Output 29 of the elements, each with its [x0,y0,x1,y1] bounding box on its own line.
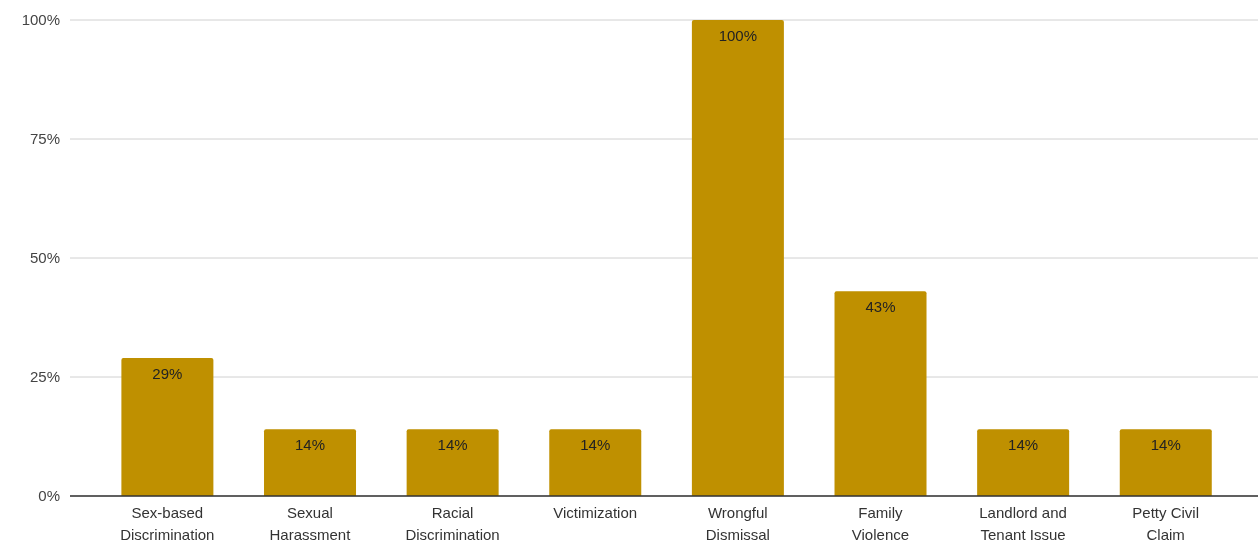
y-tick-label: 50% [29,249,60,267]
bar [549,429,642,496]
data-label: 43% [865,297,896,315]
data-label: 14% [580,436,611,454]
y-tick-label: 25% [29,368,60,386]
y-tick-label: 0% [38,487,60,505]
data-label: 14% [1150,436,1181,454]
x-tick-label: Victimization [553,504,638,522]
bar [834,291,927,496]
data-label: 29% [152,364,183,382]
bar [406,429,499,496]
data-label: 100% [718,26,758,44]
bar [1119,429,1212,496]
bar [977,429,1070,496]
y-tick-label: 75% [29,130,60,148]
data-label: 14% [1008,436,1039,454]
x-tick-label: Landlord and Tenant Issue [979,504,1067,543]
data-label: 14% [295,436,326,454]
y-tick-label: 100% [21,11,60,29]
x-tick-label: Sexual Harassment [269,504,352,543]
bar [121,357,214,496]
x-tick-label: Family Violence [851,504,910,543]
data-label: 14% [437,436,468,454]
bar [691,20,784,496]
x-tick-label: Wrongful Dismissal [705,504,770,543]
bar [264,429,357,496]
x-tick-label: Sex-based Discrimination [120,504,215,543]
x-tick-label: Petty Civil Claim [1132,504,1200,543]
x-tick-label: Racial Discrimination [405,504,500,543]
